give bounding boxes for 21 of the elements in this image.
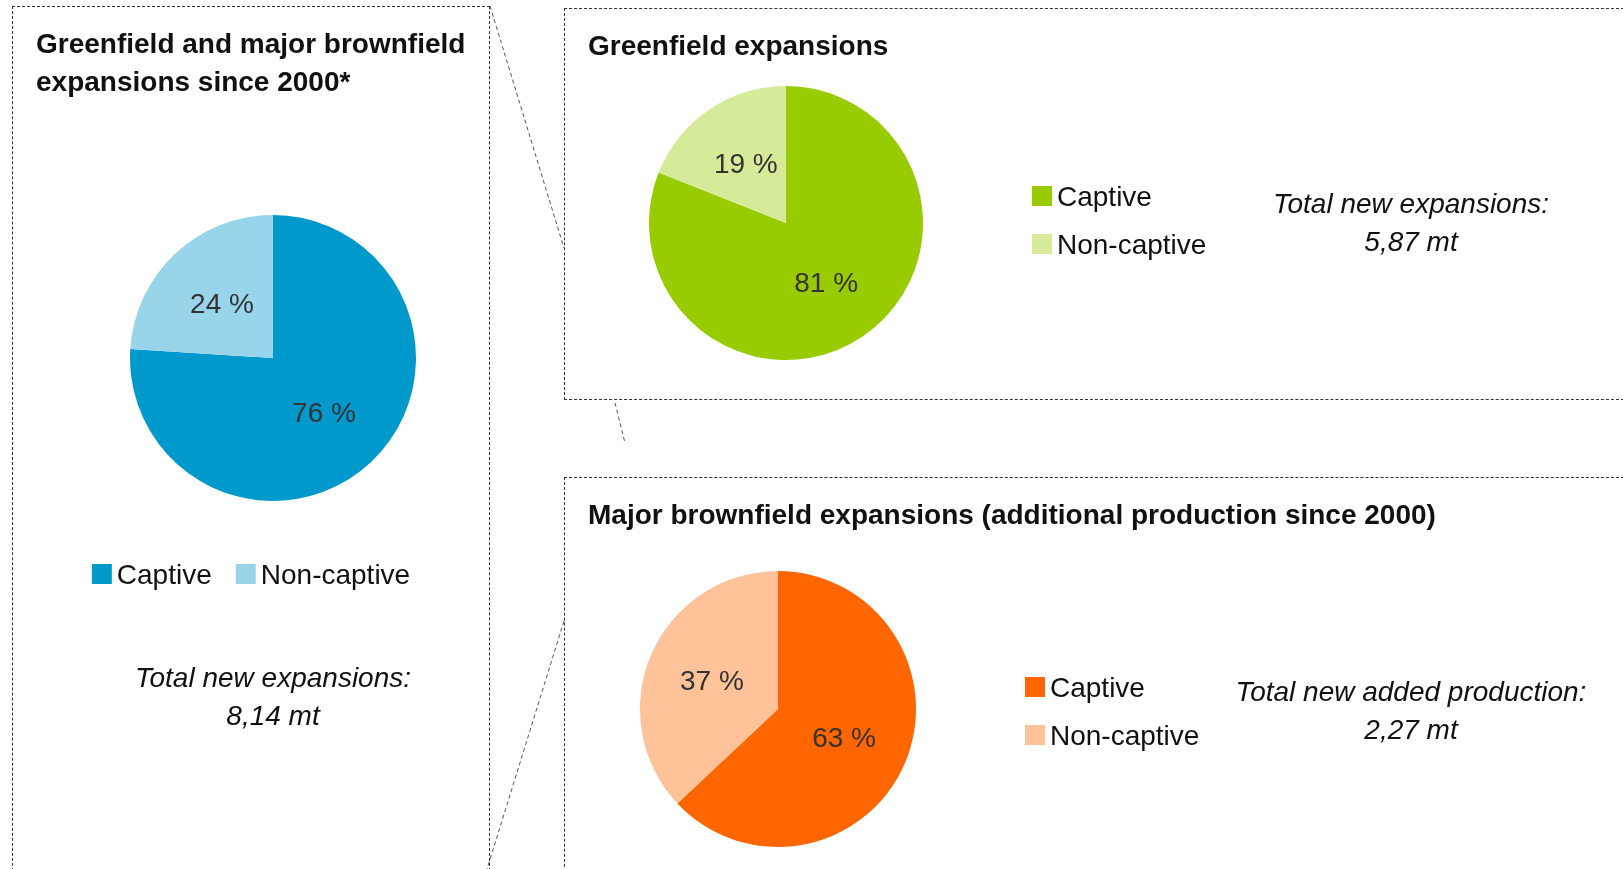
data-label: 63 % [812, 722, 876, 754]
data-label: 76 % [292, 396, 356, 428]
text: 8,14 mt [226, 699, 321, 731]
text: Total new expansions: [1272, 187, 1550, 219]
legend-label: Captive [116, 558, 212, 590]
data-label: 19 % [713, 148, 778, 180]
text: Total new added production: [1235, 675, 1587, 707]
chart-title: Greenfield expansions [588, 29, 889, 61]
text: 5,87 mt [1364, 225, 1459, 257]
text: 2,27 mt [1363, 713, 1459, 745]
data-label: 81 % [794, 266, 859, 298]
data-label: 37 % [680, 664, 744, 696]
legend-label: Non-captive [1050, 719, 1200, 751]
legend-label: Non-captive [260, 558, 411, 590]
text: Total new expansions: [134, 661, 412, 693]
chart-title: Major brownfield expansions (additional production since 2000) [588, 498, 1436, 530]
legend-label: Non-captive [1057, 228, 1207, 260]
legend-label: Captive [1050, 671, 1145, 703]
data-label: 24 % [190, 288, 254, 320]
legend-label: Captive [1057, 180, 1152, 212]
chart-title: Greenfield and major brownfield expansions since 2000* [36, 27, 474, 97]
